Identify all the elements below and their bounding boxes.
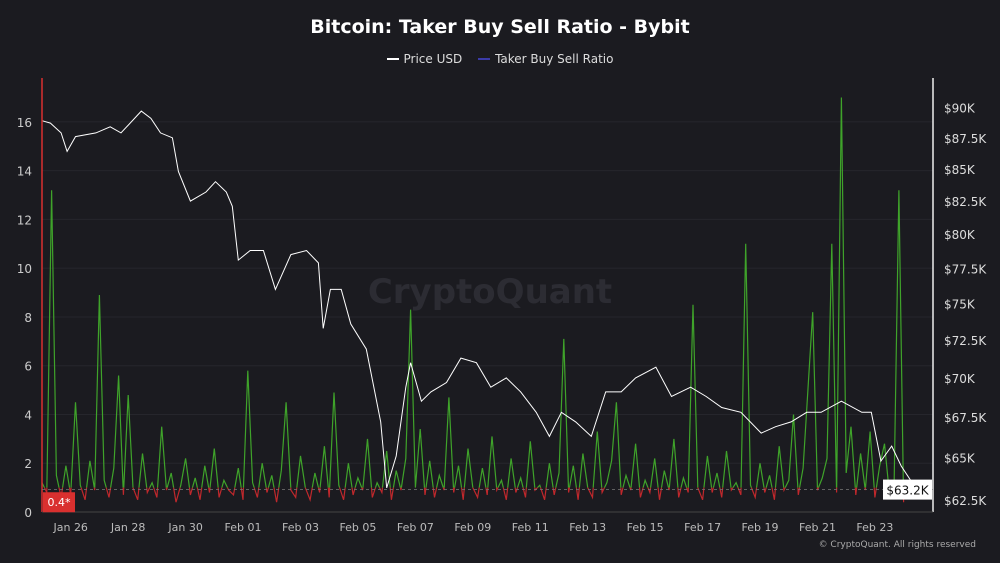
right-tick-label: $67.5K xyxy=(944,411,987,425)
left-tick-label: 14 xyxy=(17,165,32,179)
right-tick-label: $72.5K xyxy=(944,334,987,348)
x-tick-label: Jan 30 xyxy=(167,521,202,534)
legend: Price USD Taker Buy Sell Ratio xyxy=(0,49,1000,66)
right-tick-label: $85K xyxy=(944,163,976,177)
x-tick-label: Feb 19 xyxy=(742,521,779,534)
legend-label-price: Price USD xyxy=(403,52,463,66)
right-tick-label: $82.5K xyxy=(944,195,987,209)
left-tick-label: 0 xyxy=(24,506,32,520)
right-tick-label: $70K xyxy=(944,372,976,386)
x-tick-label: Jan 28 xyxy=(110,521,145,534)
legend-item-price[interactable]: Price USD xyxy=(386,52,463,66)
left-tick-label: 2 xyxy=(24,457,32,471)
x-tick-label: Feb 11 xyxy=(512,521,549,534)
ratio-swatch xyxy=(478,58,491,60)
right-tick-label: $87.5K xyxy=(944,132,987,146)
x-tick-label: Feb 09 xyxy=(454,521,491,534)
price-current-badge xyxy=(883,479,932,500)
x-tick-label: Feb 15 xyxy=(627,521,664,534)
right-tick-label: $62.5K xyxy=(944,494,987,508)
right-tick-label: $80K xyxy=(944,228,976,242)
axes: 0 2 4 6 8 10 12 14 16 $90K $87.5K $85K $82.5K $80K $77… xyxy=(17,78,987,534)
x-tick-label: Feb 17 xyxy=(684,521,721,534)
ratio-line-above-baseline xyxy=(42,97,904,488)
price-current-label: $63.2K xyxy=(886,484,929,498)
gridlines xyxy=(42,121,933,513)
ratio-series xyxy=(42,97,905,503)
x-tick-label: Feb 23 xyxy=(856,521,893,534)
left-tick-label: 8 xyxy=(24,311,32,325)
x-tick-label: Feb 13 xyxy=(569,521,606,534)
x-tick-label: Feb 01 xyxy=(225,521,262,534)
price-swatch xyxy=(386,58,399,60)
x-tick-label: Jan 26 xyxy=(52,521,87,534)
left-tick-label: 4 xyxy=(24,408,32,422)
left-tick-label: 16 xyxy=(17,116,32,130)
legend-label-ratio: Taker Buy Sell Ratio xyxy=(495,52,614,66)
right-tick-label: $77.5K xyxy=(944,262,987,276)
ratio-current-label: 0.4* xyxy=(48,496,71,509)
x-tick-label: Feb 07 xyxy=(397,521,434,534)
chart-title: Bitcoin: Taker Buy Sell Ratio - Bybit xyxy=(310,16,690,38)
watermark: CryptoQuant xyxy=(368,272,612,312)
copyright: © CryptoQuant. All rights reserved xyxy=(818,540,976,550)
right-tick-label: $65K xyxy=(944,452,976,466)
ratio-current-badge xyxy=(43,492,75,513)
x-tick-label: Feb 03 xyxy=(282,521,319,534)
legend-item-ratio[interactable]: Taker Buy Sell Ratio xyxy=(478,52,613,66)
left-tick-label: 6 xyxy=(24,360,32,374)
left-tick-label: 12 xyxy=(17,213,32,227)
price-line xyxy=(41,110,918,490)
right-tick-label: $75K xyxy=(944,298,976,312)
x-tick-label: Feb 21 xyxy=(799,521,836,534)
price-series xyxy=(41,110,918,490)
right-tick-label: $90K xyxy=(944,101,976,115)
x-tick-label: Feb 05 xyxy=(339,521,376,534)
left-tick-label: 10 xyxy=(17,262,32,276)
